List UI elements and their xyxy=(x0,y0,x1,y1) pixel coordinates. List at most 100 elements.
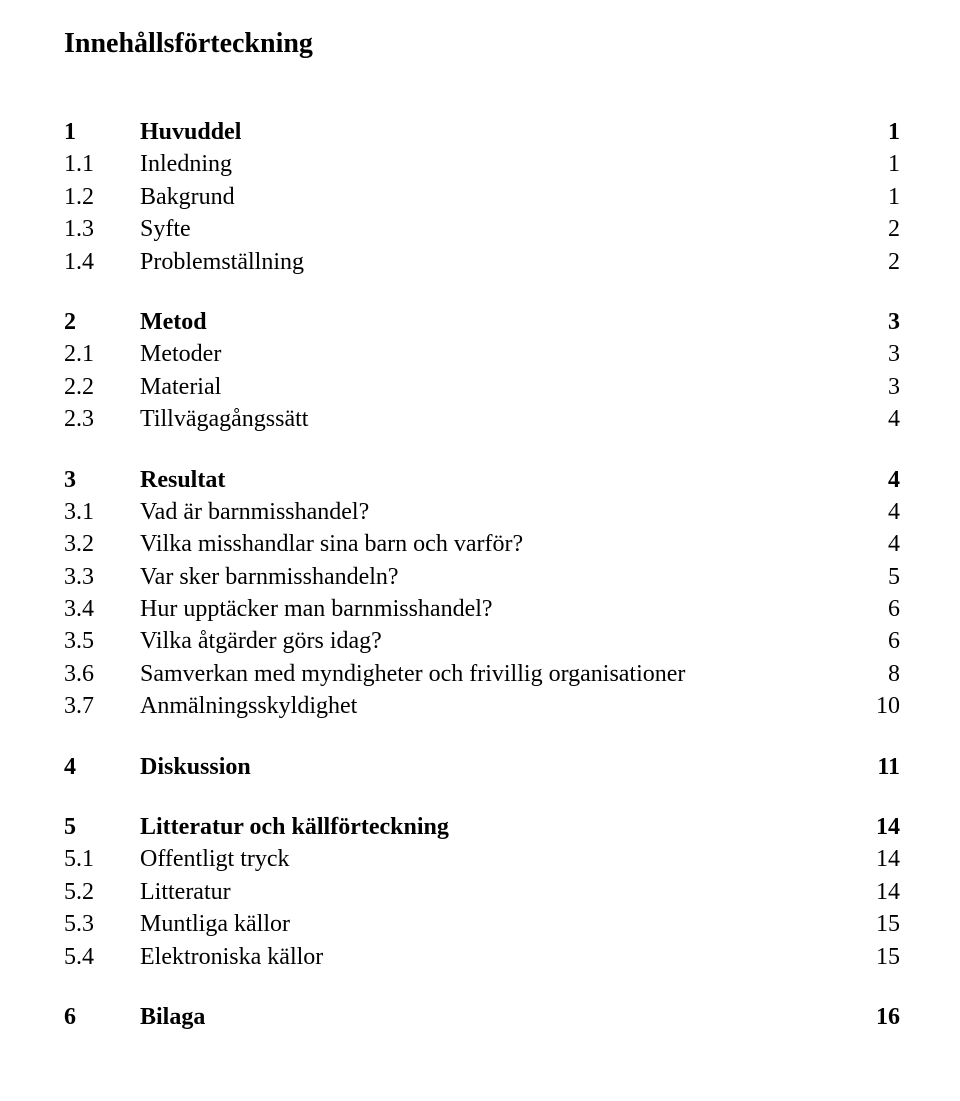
toc-page: 3 xyxy=(844,371,900,403)
toc-label: Material xyxy=(140,371,844,403)
toc-row: 1.4Problemställning2 xyxy=(64,246,900,278)
toc-number: 5.2 xyxy=(64,876,140,908)
page: Innehållsförteckning 1Huvuddel11.1Inledn… xyxy=(0,0,960,1101)
toc-number: 1.3 xyxy=(64,213,140,245)
toc-section: 6Bilaga16 xyxy=(64,1001,900,1033)
toc-page: 14 xyxy=(844,811,900,843)
toc-page: 2 xyxy=(844,213,900,245)
toc-row: 6Bilaga16 xyxy=(64,1001,900,1033)
toc-section: 2Metod32.1Metoder32.2Material32.3Tillväg… xyxy=(64,306,900,436)
toc-number: 1 xyxy=(64,116,140,148)
toc-row: 3.2Vilka misshandlar sina barn och varfö… xyxy=(64,528,900,560)
page-title: Innehållsförteckning xyxy=(64,28,900,60)
toc-page: 4 xyxy=(844,403,900,435)
toc-number: 3.7 xyxy=(64,690,140,722)
toc-page: 1 xyxy=(844,148,900,180)
toc-label: Vilka misshandlar sina barn och varför? xyxy=(140,528,844,560)
toc-page: 14 xyxy=(844,876,900,908)
toc-label: Samverkan med myndigheter och frivillig … xyxy=(140,658,844,690)
toc-row: 3Resultat4 xyxy=(64,464,900,496)
toc-row: 2Metod3 xyxy=(64,306,900,338)
toc-label: Inledning xyxy=(140,148,844,180)
toc-page: 16 xyxy=(844,1001,900,1033)
toc-label: Metod xyxy=(140,306,844,338)
toc-page: 15 xyxy=(844,908,900,940)
toc-row: 1.2Bakgrund1 xyxy=(64,181,900,213)
toc-label: Bilaga xyxy=(140,1001,844,1033)
toc-number: 1.4 xyxy=(64,246,140,278)
toc-label: Huvuddel xyxy=(140,116,844,148)
toc-label: Offentligt tryck xyxy=(140,843,844,875)
toc-number: 6 xyxy=(64,1001,140,1033)
toc-number: 5.1 xyxy=(64,843,140,875)
toc-page: 1 xyxy=(844,181,900,213)
toc-label: Var sker barnmisshandeln? xyxy=(140,561,844,593)
toc-body: 1Huvuddel11.1Inledning11.2Bakgrund11.3Sy… xyxy=(64,116,900,1033)
toc-page: 5 xyxy=(844,561,900,593)
toc-row: 5.3Muntliga källor15 xyxy=(64,908,900,940)
toc-number: 1.1 xyxy=(64,148,140,180)
toc-label: Anmälningsskyldighet xyxy=(140,690,844,722)
toc-number: 5 xyxy=(64,811,140,843)
toc-label: Hur upptäcker man barnmisshandel? xyxy=(140,593,844,625)
toc-number: 5.4 xyxy=(64,941,140,973)
toc-row: 5Litteratur och källförteckning14 xyxy=(64,811,900,843)
toc-number: 2.1 xyxy=(64,338,140,370)
toc-row: 3.1Vad är barnmisshandel?4 xyxy=(64,496,900,528)
toc-label: Vad är barnmisshandel? xyxy=(140,496,844,528)
toc-section: 4Diskussion11 xyxy=(64,751,900,783)
toc-page: 3 xyxy=(844,306,900,338)
toc-number: 3.3 xyxy=(64,561,140,593)
toc-page: 6 xyxy=(844,593,900,625)
toc-number: 3.6 xyxy=(64,658,140,690)
toc-number: 5.3 xyxy=(64,908,140,940)
toc-page: 15 xyxy=(844,941,900,973)
toc-number: 2.2 xyxy=(64,371,140,403)
toc-number: 2.3 xyxy=(64,403,140,435)
toc-row: 4Diskussion11 xyxy=(64,751,900,783)
toc-page: 4 xyxy=(844,464,900,496)
toc-row: 2.1Metoder3 xyxy=(64,338,900,370)
toc-label: Litteratur xyxy=(140,876,844,908)
toc-section: 3Resultat43.1Vad är barnmisshandel?43.2V… xyxy=(64,464,900,723)
toc-number: 3.2 xyxy=(64,528,140,560)
toc-row: 2.3Tillvägagångssätt4 xyxy=(64,403,900,435)
toc-row: 3.5Vilka åtgärder görs idag?6 xyxy=(64,625,900,657)
toc-row: 5.1Offentligt tryck14 xyxy=(64,843,900,875)
toc-label: Metoder xyxy=(140,338,844,370)
toc-label: Bakgrund xyxy=(140,181,844,213)
toc-label: Elektroniska källor xyxy=(140,941,844,973)
toc-number: 4 xyxy=(64,751,140,783)
toc-page: 14 xyxy=(844,843,900,875)
toc-label: Problemställning xyxy=(140,246,844,278)
toc-label: Diskussion xyxy=(140,751,844,783)
toc-row: 2.2Material3 xyxy=(64,371,900,403)
toc-page: 11 xyxy=(844,751,900,783)
toc-row: 1.3Syfte2 xyxy=(64,213,900,245)
toc-section: 1Huvuddel11.1Inledning11.2Bakgrund11.3Sy… xyxy=(64,116,900,278)
toc-row: 3.4Hur upptäcker man barnmisshandel?6 xyxy=(64,593,900,625)
toc-number: 3.4 xyxy=(64,593,140,625)
toc-row: 1.1Inledning1 xyxy=(64,148,900,180)
toc-number: 3 xyxy=(64,464,140,496)
toc-row: 3.6Samverkan med myndigheter och frivill… xyxy=(64,658,900,690)
toc-page: 10 xyxy=(844,690,900,722)
toc-row: 3.3Var sker barnmisshandeln?5 xyxy=(64,561,900,593)
toc-page: 6 xyxy=(844,625,900,657)
toc-number: 1.2 xyxy=(64,181,140,213)
toc-section: 5Litteratur och källförteckning145.1Offe… xyxy=(64,811,900,973)
toc-row: 5.2Litteratur14 xyxy=(64,876,900,908)
toc-label: Muntliga källor xyxy=(140,908,844,940)
toc-page: 4 xyxy=(844,496,900,528)
toc-label: Resultat xyxy=(140,464,844,496)
toc-row: 1Huvuddel1 xyxy=(64,116,900,148)
toc-label: Syfte xyxy=(140,213,844,245)
toc-label: Tillvägagångssätt xyxy=(140,403,844,435)
toc-page: 8 xyxy=(844,658,900,690)
toc-number: 2 xyxy=(64,306,140,338)
toc-number: 3.5 xyxy=(64,625,140,657)
toc-label: Vilka åtgärder görs idag? xyxy=(140,625,844,657)
toc-number: 3.1 xyxy=(64,496,140,528)
toc-page: 3 xyxy=(844,338,900,370)
toc-page: 4 xyxy=(844,528,900,560)
